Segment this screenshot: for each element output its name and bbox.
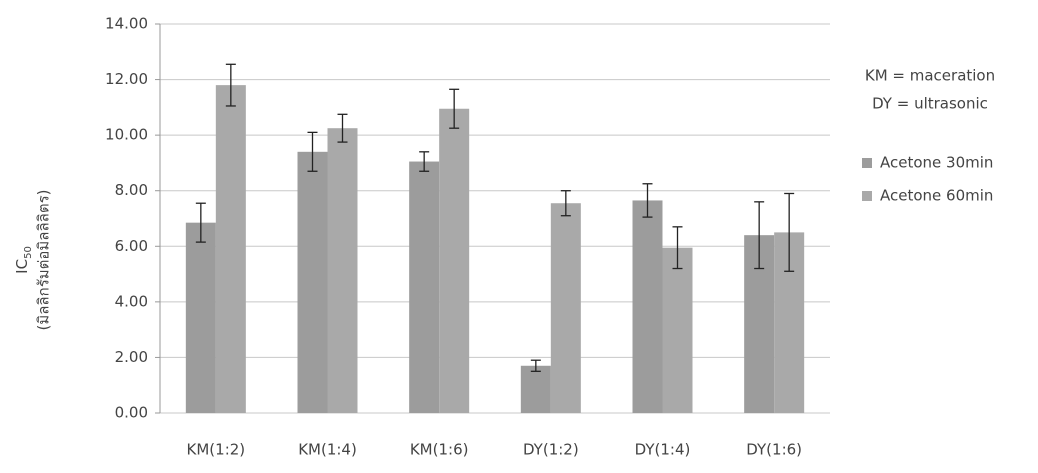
legend-swatch xyxy=(862,191,872,201)
bar xyxy=(551,203,581,413)
legend-label: Acetone 30min xyxy=(880,154,993,172)
y-tick-label: 10.00 xyxy=(105,126,148,144)
bar xyxy=(521,366,551,413)
y-axis-label-main: IC xyxy=(13,259,31,274)
x-tick-label: KM(1:4) xyxy=(298,441,357,459)
bar xyxy=(298,152,328,413)
y-tick-label: 6.00 xyxy=(115,237,148,255)
bar xyxy=(186,223,216,413)
y-axis-unit: (มิลลิกรัมต่อมิลลิลิตร) xyxy=(35,189,53,330)
y-tick-label: 4.00 xyxy=(115,292,148,310)
x-tick-label: DY(1:2) xyxy=(523,441,579,459)
y-axis-label: IC50 xyxy=(13,246,35,274)
y-tick-label: 2.00 xyxy=(115,348,148,366)
legend-label: Acetone 60min xyxy=(880,187,993,205)
annotation: DY = ultrasonic xyxy=(872,95,988,113)
y-tick-label: 14.00 xyxy=(105,15,148,33)
chart: IC50 (มิลลิกรัมต่อมิลลิลิตร) 0.00 2.00 4.0… xyxy=(0,0,1038,473)
bar xyxy=(439,109,469,413)
y-tick-label: 0.00 xyxy=(115,404,148,422)
y-tick-label: 12.00 xyxy=(105,70,148,88)
x-tick-label: KM(1:6) xyxy=(410,441,469,459)
x-tick-label: KM(1:2) xyxy=(187,441,246,459)
legend-swatch xyxy=(862,158,872,168)
bar xyxy=(216,85,246,413)
y-axis-label-sub: 50 xyxy=(23,246,34,259)
bar xyxy=(409,162,439,413)
y-tick-label: 8.00 xyxy=(115,181,148,199)
bar xyxy=(633,200,663,413)
x-tick-label: DY(1:6) xyxy=(746,441,802,459)
annotation: KM = maceration xyxy=(865,67,995,85)
bar xyxy=(328,128,358,413)
x-tick-label: DY(1:4) xyxy=(635,441,691,459)
bar xyxy=(663,248,693,413)
